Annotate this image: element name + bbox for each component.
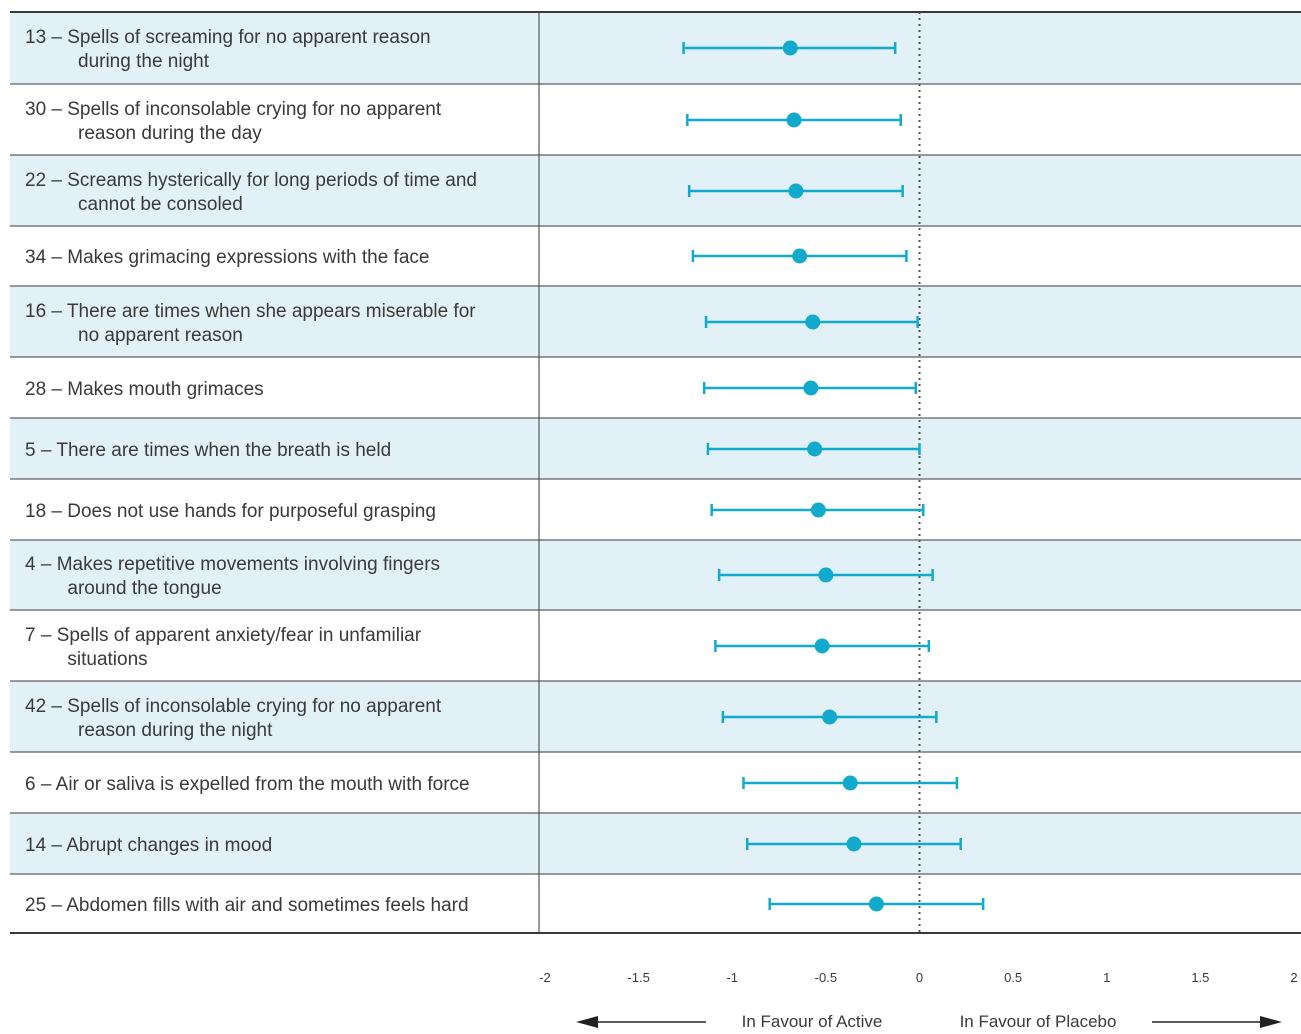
row-label-continuation: reason during the day: [78, 123, 262, 144]
row-label-continuation: during the night: [78, 51, 210, 72]
point-estimate: [805, 314, 821, 330]
row-band: [10, 286, 1301, 357]
x-tick-label: 0: [916, 970, 923, 985]
x-tick-label: 2: [1290, 970, 1297, 985]
point-estimate: [846, 836, 862, 852]
row-label: 25 – Abdomen fills with air and sometime…: [25, 895, 469, 916]
point-estimate: [788, 183, 804, 199]
row-band: [10, 418, 1301, 479]
x-tick-label: -1.5: [627, 970, 649, 985]
point-estimate: [803, 380, 819, 396]
row-label-continuation: around the tongue: [67, 578, 221, 599]
point-estimate: [786, 112, 802, 128]
right-arrow-head: [1260, 1016, 1282, 1028]
row-label: 16 – There are times when she appears mi…: [25, 301, 476, 322]
row-label: 7 – Spells of apparent anxiety/fear in u…: [25, 625, 422, 646]
right-caption: In Favour of Placebo: [960, 1012, 1117, 1031]
point-estimate: [818, 567, 834, 583]
row-band: [10, 813, 1301, 874]
row-label-continuation: situations: [67, 649, 147, 670]
row-label: 18 – Does not use hands for purposeful g…: [25, 501, 436, 522]
row-label: 34 – Makes grimacing expressions with th…: [25, 247, 429, 268]
x-tick-label: -2: [539, 970, 551, 985]
point-estimate: [792, 248, 808, 264]
point-estimate: [822, 709, 838, 725]
row-label-continuation: cannot be consoled: [78, 194, 243, 215]
point-estimate: [868, 896, 884, 912]
row-label: 4 – Makes repetitive movements involving…: [25, 554, 440, 575]
row-label: 14 – Abrupt changes in mood: [25, 835, 272, 856]
row-band: [10, 540, 1301, 610]
row-label-continuation: no apparent reason: [78, 325, 243, 346]
x-tick-label: -0.5: [815, 970, 837, 985]
row-band: [10, 681, 1301, 752]
row-label: 13 – Spells of screaming for no apparent…: [25, 27, 431, 48]
row-band: [10, 12, 1301, 84]
left-arrow-head: [576, 1016, 598, 1028]
row-label: 22 – Screams hysterically for long perio…: [25, 170, 477, 191]
x-tick-label: 1.5: [1191, 970, 1209, 985]
row-label-continuation: reason during the night: [78, 720, 273, 741]
point-estimate: [810, 502, 826, 518]
x-tick-label: 1: [1103, 970, 1110, 985]
row-band: [10, 155, 1301, 226]
row-label: 5 – There are times when the breath is h…: [25, 440, 391, 461]
x-tick-label: -1: [726, 970, 738, 985]
left-caption: In Favour of Active: [742, 1012, 883, 1031]
row-label: 6 – Air or saliva is expelled from the m…: [25, 774, 470, 795]
row-label: 28 – Makes mouth grimaces: [25, 379, 264, 400]
point-estimate: [814, 638, 830, 654]
point-estimate: [842, 775, 858, 791]
point-estimate: [807, 441, 823, 457]
row-label: 42 – Spells of inconsolable crying for n…: [25, 696, 442, 717]
row-label: 30 – Spells of inconsolable crying for n…: [25, 99, 442, 120]
point-estimate: [782, 40, 798, 56]
x-tick-label: 0.5: [1004, 970, 1022, 985]
